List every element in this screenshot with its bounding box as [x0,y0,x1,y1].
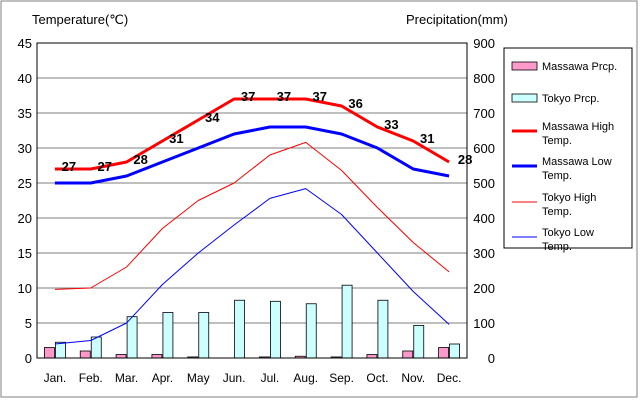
precip-bar [449,343,460,359]
precip-bar [115,354,127,359]
data-label: 27 [98,159,112,174]
precip-bar [55,341,66,359]
precip-bar [198,312,210,359]
data-label: 28 [458,152,472,167]
right-tick-label: 900 [473,36,495,51]
legend-label: Temp. [542,135,572,147]
right-tick-label: 100 [473,316,495,331]
precip-bar [79,350,91,359]
temp-line [54,97,450,171]
month-label: Feb. [79,371,103,385]
precip-bar [305,303,317,359]
month-label: Jan. [44,371,67,385]
precip-bar [126,316,138,359]
precip-bar [162,312,174,359]
data-label: 33 [384,117,398,132]
left-tick-label: 0 [25,351,32,366]
precip-bar [44,347,55,359]
right-tick-label: 300 [473,246,495,261]
axes: 0 5 10 15 20 25 30 35 40 45 0 100 200 300 400 500 600 700… [18,36,495,385]
legend-label: Temp. [542,170,572,182]
legend-label: Massawa Prcp. [542,61,617,73]
legend-swatch [511,61,538,71]
data-label: 37 [241,89,255,104]
precip-bar [90,336,102,359]
left-tick-label: 5 [25,316,32,331]
legend-label: Tokyo Prcp. [542,93,599,105]
legend-box [503,47,633,249]
month-label: Jun. [223,371,246,385]
month-label: May [187,371,210,385]
left-tick-label: 45 [18,36,32,51]
data-label: 27 [62,159,76,174]
right-axis-title: Precipitation(mm) [406,12,508,27]
precipitation-bars [44,284,460,359]
month-label: Dec. [437,371,462,385]
left-tick-label: 25 [18,176,32,191]
legend-label: Tokyo High [542,192,596,204]
right-tick-label: 800 [473,71,495,86]
precip-bar [438,347,449,359]
data-labels: 27 27 28 31 34 37 37 37 36 33 31 28 [62,89,473,174]
left-axis-title: Temperature(℃) [32,12,128,27]
month-label: Nov. [401,371,425,385]
right-tick-label: 600 [473,141,495,156]
left-tick-label: 35 [18,106,32,121]
temp-line [54,188,450,345]
left-tick-label: 40 [18,71,32,86]
data-label: 37 [277,89,291,104]
month-label: Apr. [152,371,173,385]
month-label: Jul. [261,371,280,385]
month-label: Aug. [293,371,318,385]
legend-label: Tokyo Low [542,227,594,239]
legend-label: Temp. [542,206,572,218]
temp-line [54,141,450,290]
data-label: 36 [348,96,362,111]
left-tick-label: 20 [18,211,32,226]
precip-bar [377,299,389,359]
precip-bar [270,300,281,359]
data-label: 31 [420,131,434,146]
legend-label: Temp. [542,241,572,253]
month-label: Sep. [329,371,354,385]
right-tick-label: 700 [473,106,495,121]
plot-border [36,42,468,359]
left-tick-label: 15 [18,246,32,261]
data-label: 28 [133,152,147,167]
month-label: Oct. [366,371,388,385]
temp-line [54,125,450,185]
left-tick-label: 30 [18,141,32,156]
right-tick-label: 0 [488,351,495,366]
legend: Massawa Prcp. Tokyo Prcp. Massawa High Temp… [503,47,633,253]
precip-bar [341,284,353,359]
data-label: 37 [313,89,327,104]
precip-bar [366,354,378,359]
precip-bar [151,354,163,359]
legend-label: Massawa Low [542,156,612,168]
data-label: 34 [205,110,220,125]
data-label: 31 [169,131,183,146]
month-label: Mar. [115,371,138,385]
legend-swatch [511,93,538,103]
temperature-lines [54,97,450,345]
right-tick-label: 500 [473,176,495,191]
right-tick-label: 200 [473,281,495,296]
precip-bar [402,350,414,359]
legend-label: Massawa High [542,121,614,133]
right-tick-label: 400 [473,211,495,226]
left-tick-label: 10 [18,281,32,296]
precip-bar [234,299,245,359]
precip-bar [413,325,425,359]
